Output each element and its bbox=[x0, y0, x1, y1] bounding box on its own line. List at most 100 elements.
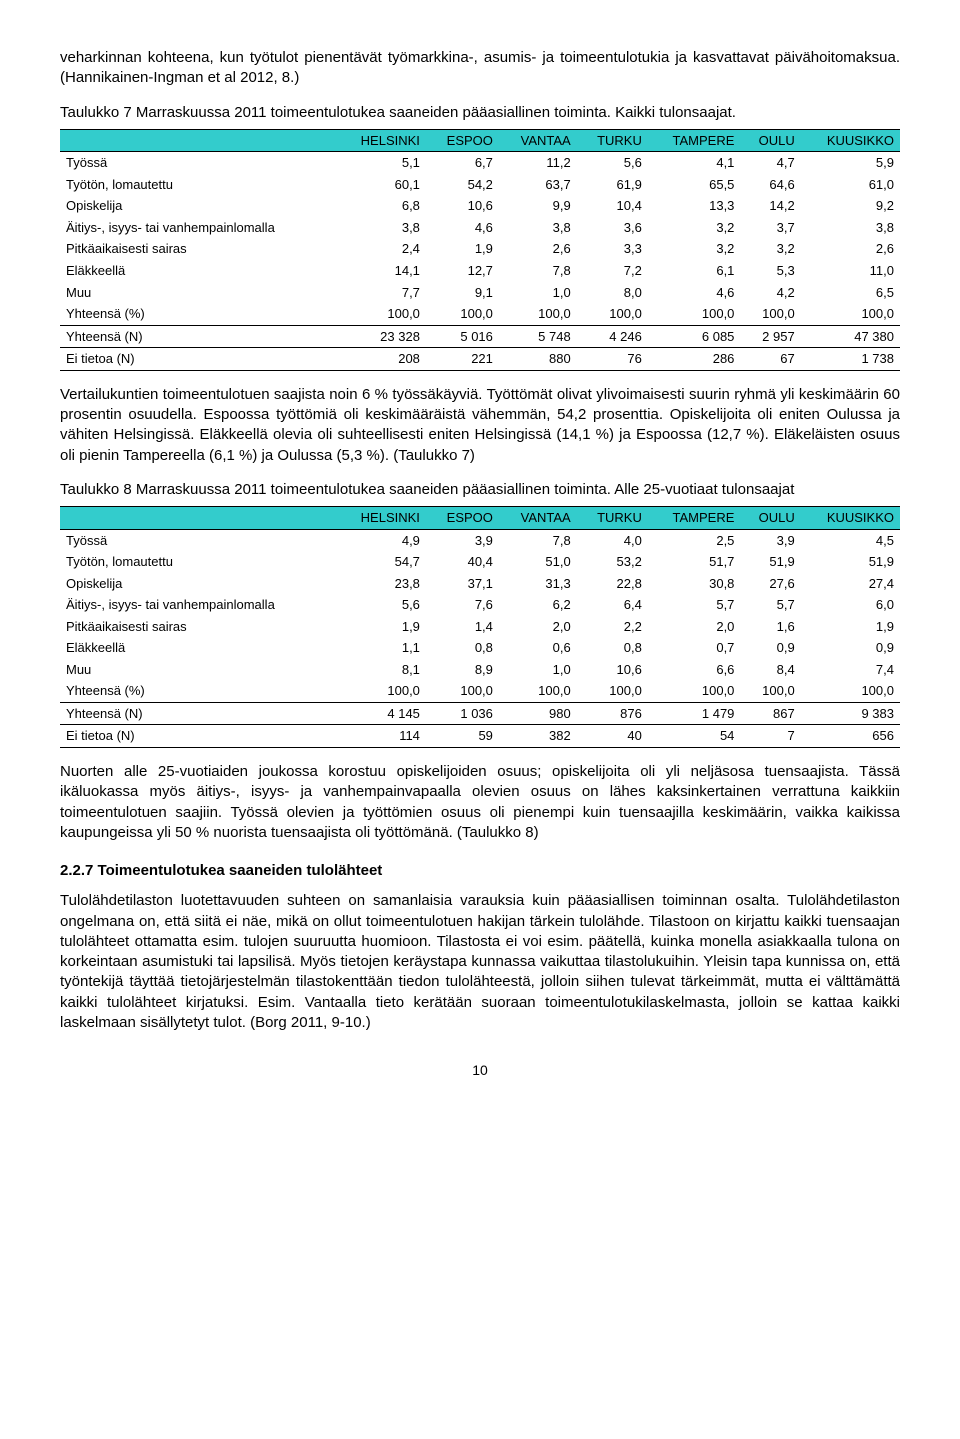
table-cell: 30,8 bbox=[648, 573, 741, 595]
table-cell: 59 bbox=[426, 725, 499, 748]
table-cell: 54,7 bbox=[337, 551, 426, 573]
section-heading: 2.2.7 Toimeentulotukea saaneiden tuloläh… bbox=[60, 861, 900, 881]
table-cell: 13,3 bbox=[648, 195, 741, 217]
table-cell: 65,5 bbox=[648, 174, 741, 196]
table-cell: 67 bbox=[740, 348, 800, 371]
table-cell: Muu bbox=[60, 659, 337, 681]
page-number: 10 bbox=[60, 1061, 900, 1080]
table-cell: 10,6 bbox=[577, 659, 648, 681]
table-cell: 4 145 bbox=[337, 702, 426, 725]
table7-h6: OULU bbox=[740, 129, 800, 152]
table-cell: 100,0 bbox=[648, 303, 741, 325]
table-cell: 51,9 bbox=[740, 551, 800, 573]
table8-h7: KUUSIKKO bbox=[801, 507, 900, 530]
table-cell: Pitkäaikaisesti sairas bbox=[60, 238, 337, 260]
table-cell: 47 380 bbox=[801, 325, 900, 348]
table-cell: Äitiys-, isyys- tai vanhempainlomalla bbox=[60, 594, 337, 616]
table-cell: 2,0 bbox=[499, 616, 577, 638]
table-cell: Työtön, lomautettu bbox=[60, 551, 337, 573]
table-cell: 5,9 bbox=[801, 152, 900, 174]
table-cell: 221 bbox=[426, 348, 499, 371]
table7-h4: TURKU bbox=[577, 129, 648, 152]
table-cell: 4,1 bbox=[648, 152, 741, 174]
table-cell: 4,2 bbox=[740, 282, 800, 304]
table-cell: 5 748 bbox=[499, 325, 577, 348]
table-cell: Työtön, lomautettu bbox=[60, 174, 337, 196]
table-cell: Yhteensä (%) bbox=[60, 680, 337, 702]
table-cell: Eläkkeellä bbox=[60, 637, 337, 659]
table-cell: Työssä bbox=[60, 529, 337, 551]
table-cell: 27,4 bbox=[801, 573, 900, 595]
table-cell: 3,2 bbox=[648, 217, 741, 239]
table-cell: 7,8 bbox=[499, 260, 577, 282]
table-cell: 61,0 bbox=[801, 174, 900, 196]
table-cell: 2,0 bbox=[648, 616, 741, 638]
table-cell: 3,8 bbox=[499, 217, 577, 239]
table-cell: 0,9 bbox=[740, 637, 800, 659]
table-cell: 1 479 bbox=[648, 702, 741, 725]
table-cell: 100,0 bbox=[426, 303, 499, 325]
table-cell: 14,2 bbox=[740, 195, 800, 217]
table-cell: 37,1 bbox=[426, 573, 499, 595]
table-cell: 880 bbox=[499, 348, 577, 371]
table8-h6: OULU bbox=[740, 507, 800, 530]
table-cell: 1,9 bbox=[426, 238, 499, 260]
table-cell: Yhteensä (%) bbox=[60, 303, 337, 325]
table-cell: 100,0 bbox=[337, 303, 426, 325]
table-cell: 9,1 bbox=[426, 282, 499, 304]
table-cell: 0,8 bbox=[426, 637, 499, 659]
table-cell: 12,7 bbox=[426, 260, 499, 282]
table-cell: 54,2 bbox=[426, 174, 499, 196]
table-cell: 0,7 bbox=[648, 637, 741, 659]
table-cell: 40,4 bbox=[426, 551, 499, 573]
table-cell: Opiskelija bbox=[60, 195, 337, 217]
table-cell: Ei tietoa (N) bbox=[60, 725, 337, 748]
table-cell: 22,8 bbox=[577, 573, 648, 595]
table-cell: 5,3 bbox=[740, 260, 800, 282]
table-cell: 656 bbox=[801, 725, 900, 748]
table7: HELSINKI ESPOO VANTAA TURKU TAMPERE OULU… bbox=[60, 129, 900, 371]
table-cell: 1,1 bbox=[337, 637, 426, 659]
table-cell: 2,5 bbox=[648, 529, 741, 551]
table7-h1: HELSINKI bbox=[337, 129, 426, 152]
table-cell: 5,1 bbox=[337, 152, 426, 174]
table-cell: 3,7 bbox=[740, 217, 800, 239]
table-cell: 1 738 bbox=[801, 348, 900, 371]
table-cell: 100,0 bbox=[337, 680, 426, 702]
table-cell: 1 036 bbox=[426, 702, 499, 725]
table-cell: 2 957 bbox=[740, 325, 800, 348]
table7-h3: VANTAA bbox=[499, 129, 577, 152]
table8-h0 bbox=[60, 507, 337, 530]
table-cell: 53,2 bbox=[577, 551, 648, 573]
table-cell: 23,8 bbox=[337, 573, 426, 595]
table8-h4: TURKU bbox=[577, 507, 648, 530]
table-cell: 6,0 bbox=[801, 594, 900, 616]
table-cell: 9 383 bbox=[801, 702, 900, 725]
table-cell: 2,6 bbox=[801, 238, 900, 260]
table-cell: Eläkkeellä bbox=[60, 260, 337, 282]
table-cell: 3,2 bbox=[648, 238, 741, 260]
table-cell: 6,6 bbox=[648, 659, 741, 681]
table-cell: 100,0 bbox=[740, 303, 800, 325]
table-cell: 9,2 bbox=[801, 195, 900, 217]
table8-title: Taulukko 8 Marraskuussa 2011 toimeentulo… bbox=[60, 480, 900, 500]
table-cell: 9,9 bbox=[499, 195, 577, 217]
table8-h3: VANTAA bbox=[499, 507, 577, 530]
table-cell: 54 bbox=[648, 725, 741, 748]
table-cell: 6,4 bbox=[577, 594, 648, 616]
table-cell: 31,3 bbox=[499, 573, 577, 595]
table-cell: 6 085 bbox=[648, 325, 741, 348]
table-cell: 40 bbox=[577, 725, 648, 748]
table-cell: 60,1 bbox=[337, 174, 426, 196]
table-cell: 100,0 bbox=[499, 680, 577, 702]
table-cell: 51,7 bbox=[648, 551, 741, 573]
table-cell: 10,6 bbox=[426, 195, 499, 217]
table-cell: 2,4 bbox=[337, 238, 426, 260]
table7-h5: TAMPERE bbox=[648, 129, 741, 152]
table-cell: 3,2 bbox=[740, 238, 800, 260]
table-cell: 1,9 bbox=[801, 616, 900, 638]
table-cell: 100,0 bbox=[801, 303, 900, 325]
table-cell: 4,6 bbox=[426, 217, 499, 239]
table-cell: 876 bbox=[577, 702, 648, 725]
table-cell: Opiskelija bbox=[60, 573, 337, 595]
